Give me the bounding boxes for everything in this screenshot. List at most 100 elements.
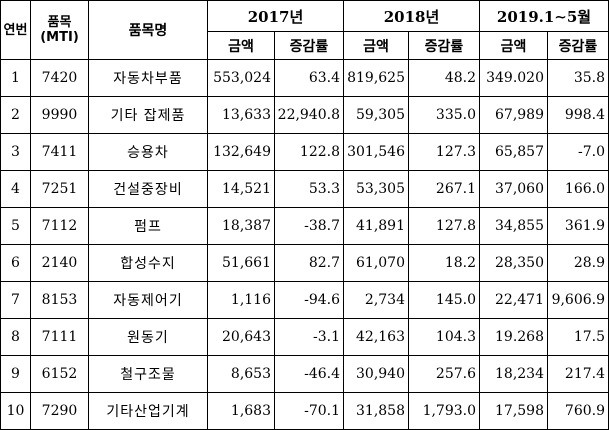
amount-2019-cell: 65,857 — [479, 133, 548, 171]
change-2019-cell: -7.0 — [547, 133, 609, 171]
change-2018-cell: 145.0 — [408, 281, 480, 319]
header-change-2017: 증감률 — [274, 31, 344, 60]
change-2017-cell: -46.4 — [274, 355, 344, 393]
amount-2018-cell: 30,940 — [343, 355, 409, 393]
change-2017-cell: -94.6 — [274, 281, 344, 319]
amount-2017-cell: 8,653 — [207, 355, 275, 393]
amount-2019-cell: 349.020 — [479, 59, 548, 97]
change-2019-cell: 217.4 — [547, 355, 609, 393]
header-year-2017: 2017년 — [207, 0, 344, 32]
amount-2018-cell: 2,734 — [343, 281, 409, 319]
amount-2018-cell: 53,305 — [343, 170, 409, 208]
header-code-line1: 품목 — [47, 15, 72, 30]
amount-2018-cell: 819,625 — [343, 59, 409, 97]
header-change-2018: 증감률 — [408, 31, 480, 60]
change-2019-cell: 9,606.9 — [547, 281, 609, 319]
change-2017-cell: -3.1 — [274, 318, 344, 356]
amount-2018-cell: 61,070 — [343, 244, 409, 282]
table-row: 6 2140 합성수지 51,661 82.7 61,070 18.2 28,3… — [0, 244, 609, 282]
amount-2017-cell: 13,633 — [207, 96, 275, 134]
table-body: 1 7420 자동차부품 553,024 63.4 819,625 48.2 3… — [0, 59, 609, 430]
header-item-name: 품목명 — [88, 0, 208, 60]
table-row: 1 7420 자동차부품 553,024 63.4 819,625 48.2 3… — [0, 59, 609, 97]
change-2018-cell: 1,793.0 — [408, 392, 480, 430]
amount-2019-cell: 19.268 — [479, 318, 548, 356]
table-row: 10 7290 기타산업기계 1,683 -70.1 31,858 1,793.… — [0, 392, 609, 430]
rank-cell: 8 — [0, 318, 31, 356]
header-amount-2018: 금액 — [343, 31, 409, 60]
rank-cell: 1 — [0, 59, 31, 97]
change-2019-cell: 361.9 — [547, 207, 609, 245]
rank-cell: 2 — [0, 96, 31, 134]
table-row: 9 6152 철구조물 8,653 -46.4 30,940 257.6 18,… — [0, 355, 609, 393]
code-cell: 7112 — [30, 207, 89, 245]
amount-2019-cell: 34,855 — [479, 207, 548, 245]
rank-cell: 7 — [0, 281, 31, 319]
item-name-cell: 승용차 — [88, 133, 208, 171]
change-2018-cell: 48.2 — [408, 59, 480, 97]
item-name-cell: 원동기 — [88, 318, 208, 356]
code-cell: 6152 — [30, 355, 89, 393]
code-cell: 7111 — [30, 318, 89, 356]
change-2018-cell: 18.2 — [408, 244, 480, 282]
amount-2017-cell: 1,683 — [207, 392, 275, 430]
code-cell: 7411 — [30, 133, 89, 171]
amount-2018-cell: 31,858 — [343, 392, 409, 430]
rank-cell: 10 — [0, 392, 31, 430]
amount-2019-cell: 28,350 — [479, 244, 548, 282]
change-2017-cell: -38.7 — [274, 207, 344, 245]
header-amount-2017: 금액 — [207, 31, 275, 60]
item-name-cell: 철구조물 — [88, 355, 208, 393]
header-row-years: 연번 품목 (MTI) 품목명 2017년 2018년 2019.1∼5월 — [0, 0, 609, 60]
change-2019-cell: 166.0 — [547, 170, 609, 208]
amount-2017-cell: 18,387 — [207, 207, 275, 245]
code-cell: 8153 — [30, 281, 89, 319]
amount-2017-cell: 132,649 — [207, 133, 275, 171]
header-code: 품목 (MTI) — [30, 0, 89, 60]
amount-2019-cell: 67,989 — [479, 96, 548, 134]
change-2017-cell: -70.1 — [274, 392, 344, 430]
item-name-cell: 자동제어기 — [88, 281, 208, 319]
change-2019-cell: 17.5 — [547, 318, 609, 356]
change-2018-cell: 257.6 — [408, 355, 480, 393]
code-cell: 9990 — [30, 96, 89, 134]
table-row: 3 7411 승용차 132,649 122.8 301,546 127.3 6… — [0, 133, 609, 171]
change-2018-cell: 335.0 — [408, 96, 480, 134]
change-2017-cell: 53.3 — [274, 170, 344, 208]
header-amount-2019: 금액 — [479, 31, 548, 60]
header-change-2019: 증감률 — [547, 31, 609, 60]
amount-2017-cell: 1,116 — [207, 281, 275, 319]
rank-cell: 4 — [0, 170, 31, 208]
header-code-line2: (MTI) — [40, 30, 79, 45]
code-cell: 7251 — [30, 170, 89, 208]
amount-2018-cell: 41,891 — [343, 207, 409, 245]
rank-cell: 6 — [0, 244, 31, 282]
header-row-metrics: 금액 증감률 금액 증감률 금액 증감률 — [1, 31, 609, 60]
change-2018-cell: 127.8 — [408, 207, 480, 245]
table-row: 7 8153 자동제어기 1,116 -94.6 2,734 145.0 22,… — [0, 281, 609, 319]
item-name-cell: 펌프 — [88, 207, 208, 245]
amount-2019-cell: 17,598 — [479, 392, 548, 430]
change-2017-cell: 22,940.8 — [274, 96, 344, 134]
change-2017-cell: 82.7 — [274, 244, 344, 282]
header-year-2018: 2018년 — [343, 0, 480, 32]
change-2019-cell: 760.9 — [547, 392, 609, 430]
amount-2019-cell: 18,234 — [479, 355, 548, 393]
amount-2017-cell: 553,024 — [207, 59, 275, 97]
change-2019-cell: 998.4 — [547, 96, 609, 134]
header-rank: 연번 — [0, 0, 31, 60]
rank-cell: 3 — [0, 133, 31, 171]
item-name-cell: 기타 잡제품 — [88, 96, 208, 134]
table-row: 8 7111 원동기 20,643 -3.1 42,163 104.3 19.2… — [0, 318, 609, 356]
code-cell: 2140 — [30, 244, 89, 282]
amount-2017-cell: 14,521 — [207, 170, 275, 208]
amount-2017-cell: 20,643 — [207, 318, 275, 356]
rank-cell: 5 — [0, 207, 31, 245]
item-name-cell: 건설중장비 — [88, 170, 208, 208]
change-2017-cell: 122.8 — [274, 133, 344, 171]
change-2019-cell: 28.9 — [547, 244, 609, 282]
change-2018-cell: 127.3 — [408, 133, 480, 171]
amount-2017-cell: 51,661 — [207, 244, 275, 282]
item-name-cell: 기타산업기계 — [88, 392, 208, 430]
